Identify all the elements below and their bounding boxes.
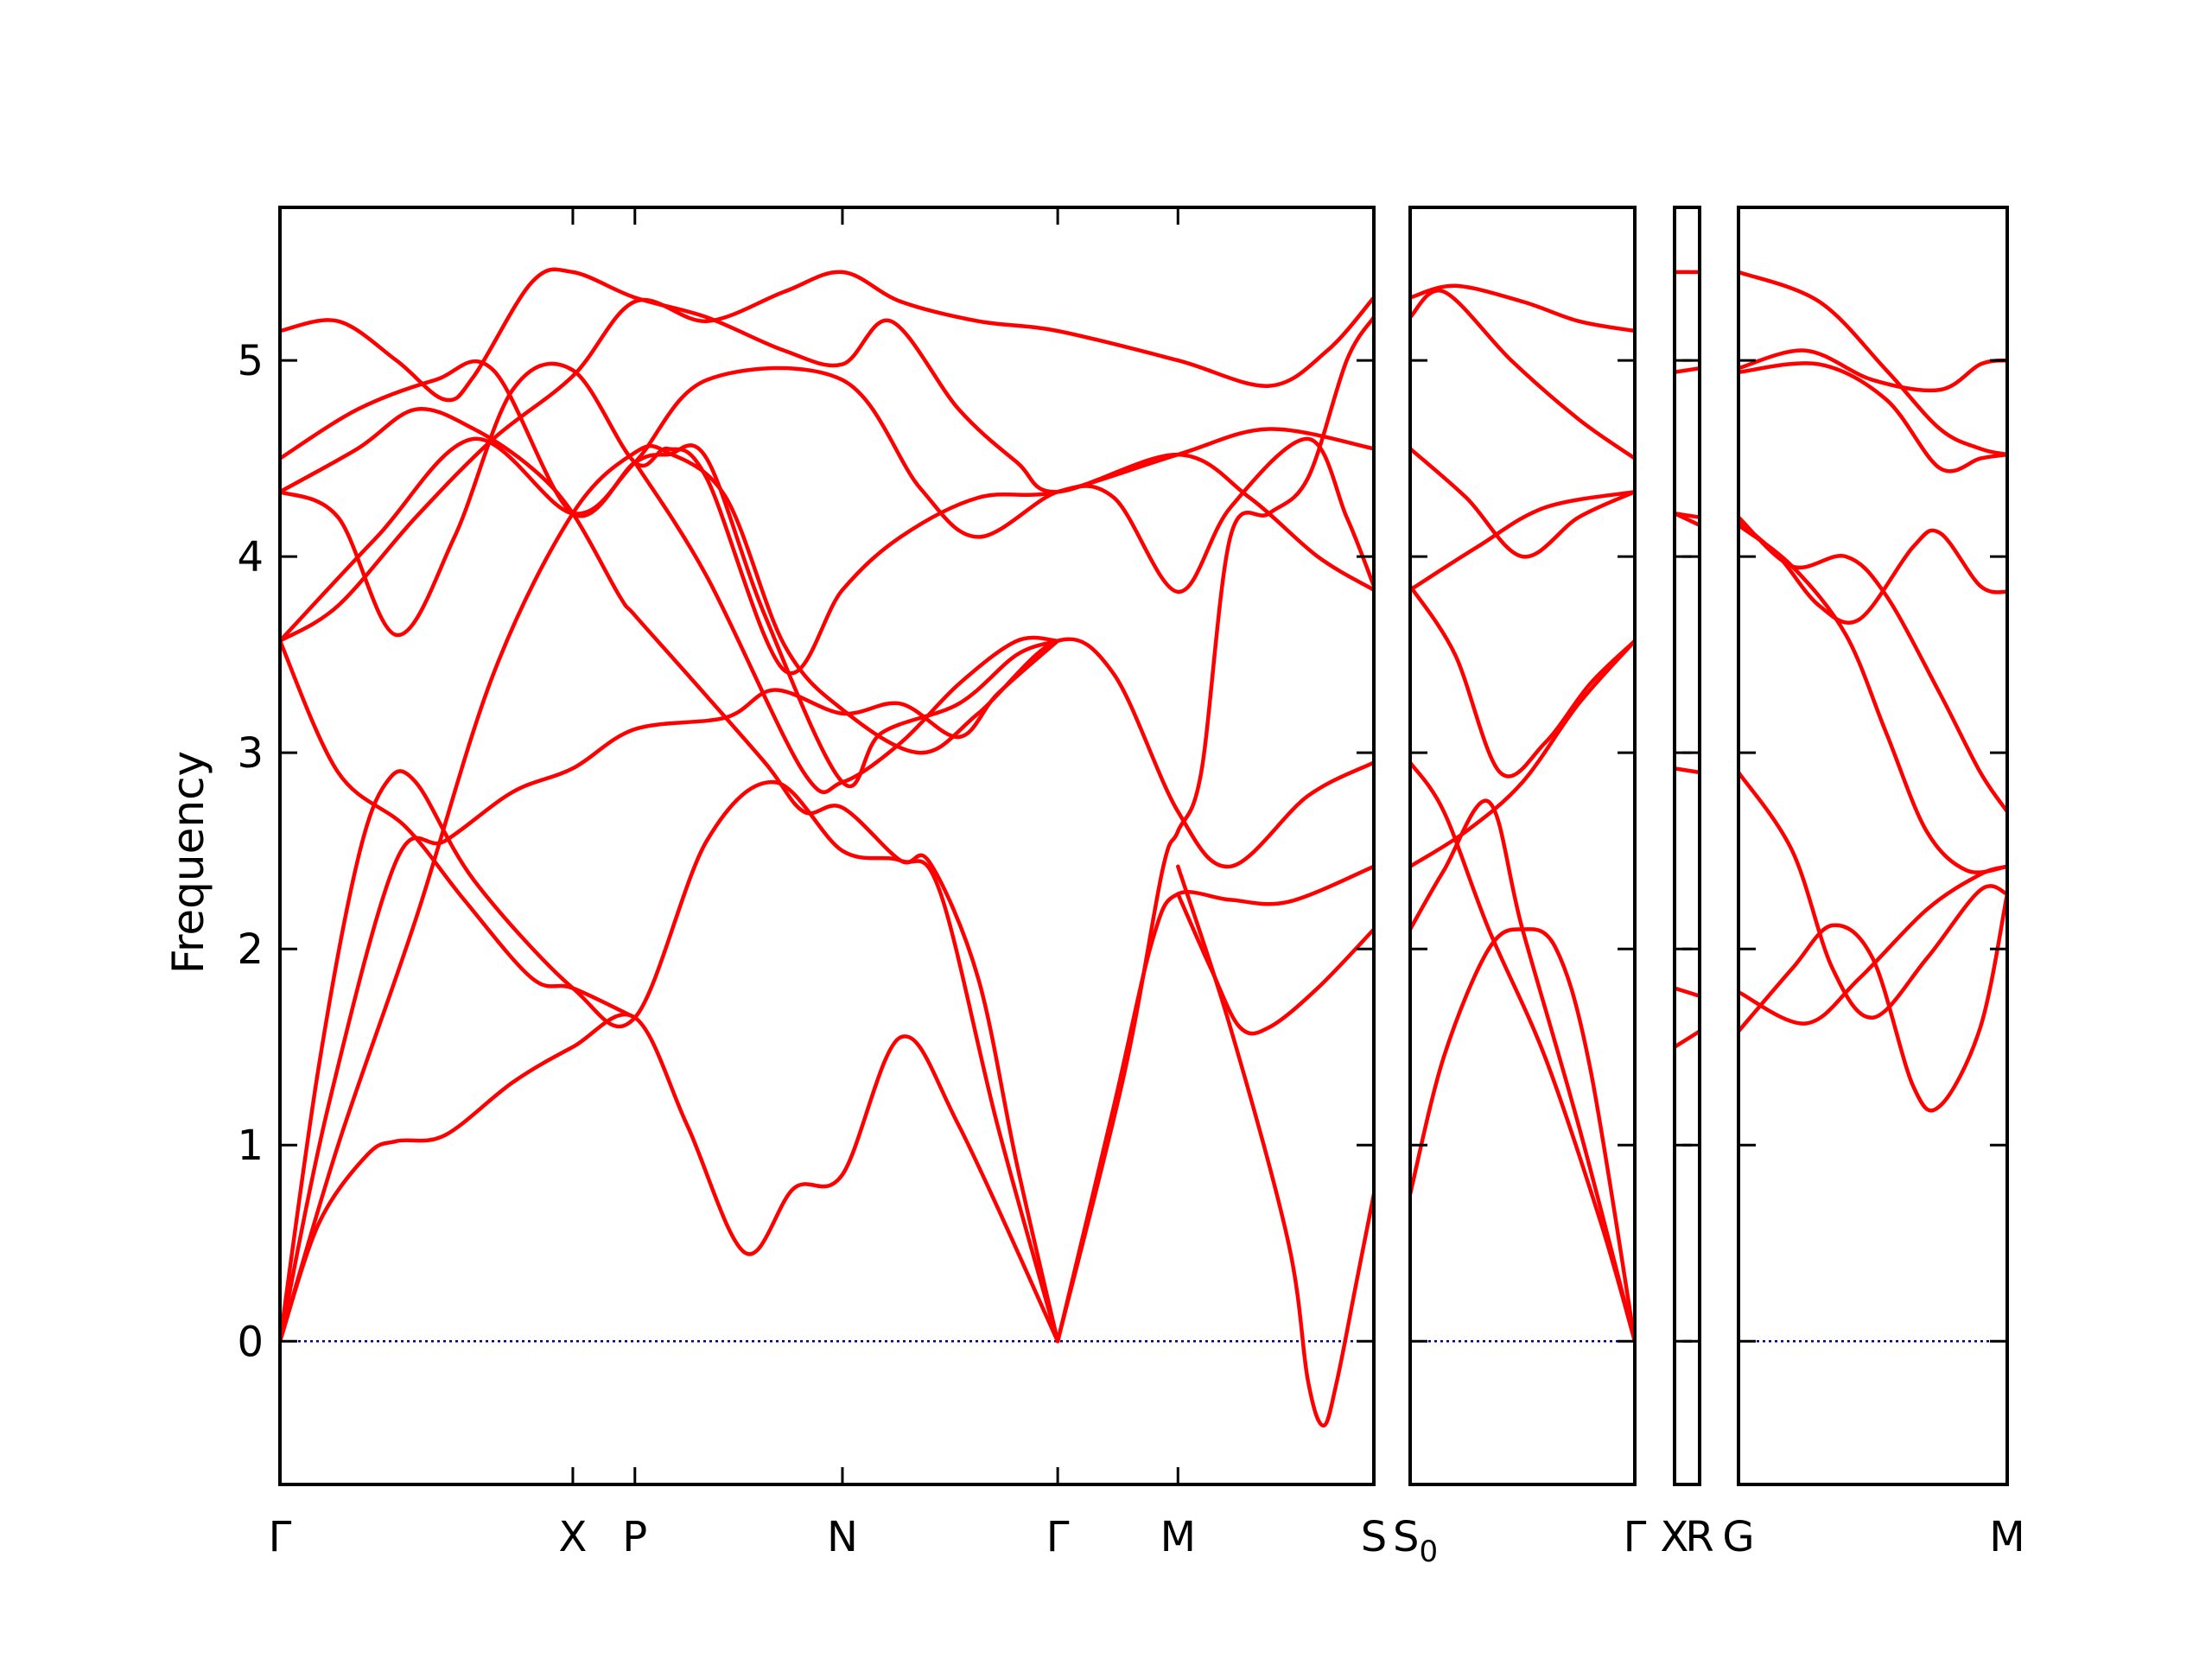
x-tick-label-0-6: S — [1361, 1513, 1387, 1561]
y-tick-label-3: 3 — [237, 729, 264, 778]
x-tick-label-0-5: M — [1160, 1513, 1196, 1561]
band-0-1 — [280, 639, 1060, 1344]
band-1-2 — [1410, 760, 1635, 1344]
x-tick-label-2-1: R — [1685, 1513, 1713, 1561]
y-tick-label-4: 4 — [237, 533, 264, 582]
band-3-2 — [1738, 770, 2007, 1020]
band-1-1 — [1410, 798, 1635, 1344]
band-group-1 — [1410, 283, 1635, 1344]
band-0-0 — [280, 1012, 1060, 1344]
x-tick-label-0-1: X — [559, 1513, 588, 1561]
x-tick-label-3-1: M — [1989, 1513, 2024, 1561]
band-0-11 — [280, 443, 1374, 1344]
band-1-7 — [1410, 289, 1635, 461]
band-group-2 — [1675, 270, 1700, 1049]
x-tick-label-3-0: G — [1722, 1513, 1754, 1561]
band-2-5 — [1675, 365, 1700, 374]
panel-2: XR — [1661, 206, 1714, 1561]
y-tick-label-2: 2 — [237, 925, 264, 974]
band-2-0 — [1675, 1029, 1700, 1049]
band-group-0 — [280, 267, 1374, 1428]
panel-frame-3 — [1737, 206, 2009, 1486]
y-tick-label-0: 0 — [237, 1318, 264, 1366]
band-2-1 — [1675, 986, 1700, 998]
x-tick-label-0-2: P — [622, 1513, 647, 1561]
x-tick-label-1-0: S0 — [1393, 1513, 1438, 1569]
band-0-12 — [1055, 864, 1374, 1344]
band-3-0 — [1738, 892, 2007, 1113]
x-tick-label-1-1: Γ — [1624, 1513, 1647, 1561]
band-2-2 — [1675, 766, 1700, 775]
x-tick-label-0-4: Γ — [1046, 1513, 1070, 1561]
x-tick-label-0-0: Γ — [269, 1513, 292, 1561]
band-1-4 — [1410, 583, 1635, 779]
x-tick-label-2-0: X — [1661, 1513, 1689, 1561]
band-0-4 — [632, 460, 1060, 794]
panel-1: S0 Γ — [1393, 206, 1647, 1569]
band-0-10 — [280, 365, 1374, 643]
band-group-3 — [1738, 270, 2007, 1113]
band-3-4 — [1738, 515, 2007, 814]
band-0-3 — [280, 639, 638, 1020]
band-1-8 — [1410, 283, 1635, 334]
panel-frame-1 — [1408, 206, 1637, 1486]
band-1-6 — [1410, 447, 1635, 559]
x-tick-label-0-3: N — [827, 1513, 858, 1561]
band-0-14 — [1176, 892, 1374, 1036]
band-0-5 — [280, 270, 1374, 643]
band-1-3 — [1410, 639, 1635, 869]
band-0-7 — [280, 406, 1060, 1344]
band-3-5 — [1738, 519, 2007, 626]
band-1-5 — [1410, 489, 1635, 592]
panel-frame-0 — [278, 206, 1376, 1486]
band-3-6 — [1738, 361, 2007, 474]
band-3-7 — [1738, 348, 2007, 393]
band-0-13 — [1055, 315, 1374, 1344]
band-0-9 — [280, 267, 1374, 592]
y-tick-label-1: 1 — [237, 1122, 264, 1170]
band-0-15 — [1176, 864, 1374, 1428]
panel-frame-2 — [1673, 206, 1701, 1486]
y-tick-label-5: 5 — [237, 337, 264, 385]
band-0-6 — [280, 361, 1374, 676]
band-3-1 — [1738, 864, 2007, 1026]
band-0-8 — [280, 359, 1060, 789]
y-axis-label: Frequency — [163, 751, 213, 974]
band-1-0 — [1410, 927, 1635, 1344]
band-3-8 — [1738, 270, 2007, 457]
band-0-2 — [280, 769, 1060, 1344]
